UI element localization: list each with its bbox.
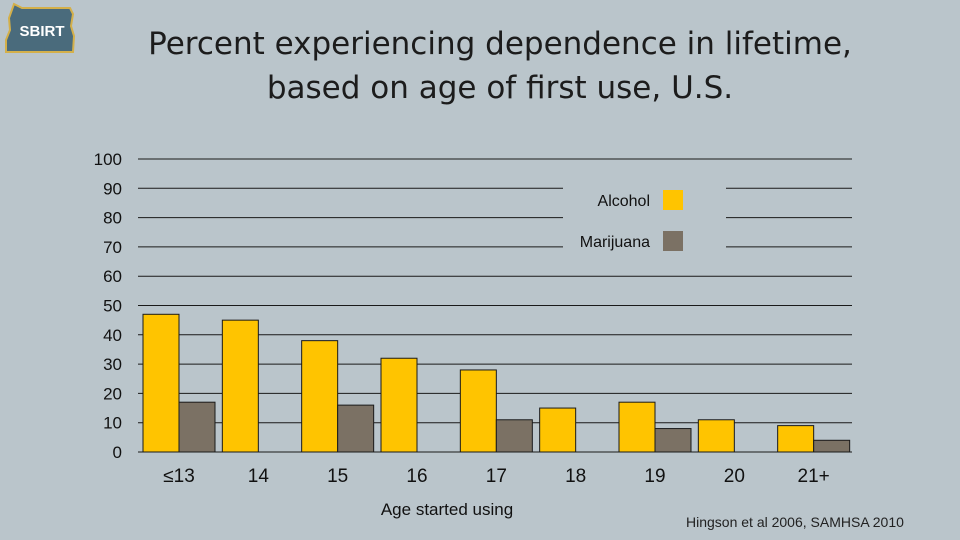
y-tick-label: 50 xyxy=(103,297,122,316)
alcohol-bar xyxy=(221,319,259,453)
alcohol-bar xyxy=(539,407,577,453)
alcohol-bar xyxy=(301,340,339,453)
legend-label: Alcohol xyxy=(598,193,650,210)
alcohol-bar xyxy=(459,369,497,453)
y-tick-label: 30 xyxy=(103,355,122,374)
y-tick-label: 90 xyxy=(103,179,122,198)
page-title: Percent experiencing dependence in lifet… xyxy=(100,22,900,110)
marijuana-bar xyxy=(337,404,375,453)
x-tick-label: 20 xyxy=(724,466,745,487)
y-tick-label: 80 xyxy=(103,209,122,228)
sbirt-logo: SBIRT xyxy=(5,2,76,53)
legend-swatch xyxy=(663,190,683,210)
y-tick-label: 60 xyxy=(103,267,122,286)
alcohol-bar xyxy=(697,419,735,453)
y-tick-label: 20 xyxy=(103,384,122,403)
y-tick-label: 100 xyxy=(94,150,122,169)
x-tick-label: 15 xyxy=(327,466,348,487)
alcohol-bar xyxy=(380,357,418,453)
x-tick-label: 16 xyxy=(406,466,427,487)
x-tick-label: 17 xyxy=(486,466,507,487)
legend-label: Marijuana xyxy=(580,234,650,251)
x-tick-label: 19 xyxy=(644,466,665,487)
title-line-2: based on age of first use, U.S. xyxy=(266,70,734,106)
alcohol-bar xyxy=(777,425,815,453)
marijuana-bar xyxy=(654,428,692,453)
source-credit: Hingson et al 2006, SAMHSA 2010 xyxy=(686,514,904,530)
alcohol-bar xyxy=(142,313,180,453)
legend-box xyxy=(563,180,726,258)
x-axis-label: Age started using xyxy=(381,500,513,519)
y-tick-label: 40 xyxy=(103,326,122,345)
marijuana-bar xyxy=(178,401,216,453)
y-tick-label: 0 xyxy=(113,443,122,462)
legend-swatch xyxy=(663,231,683,251)
y-tick-label: 10 xyxy=(103,414,122,433)
x-tick-label: ≤13 xyxy=(163,466,195,487)
alcohol-bar xyxy=(618,401,656,453)
logo-text: SBIRT xyxy=(20,23,65,40)
marijuana-bar xyxy=(495,419,533,453)
title-line-1: Percent experiencing dependence in lifet… xyxy=(148,26,852,62)
y-tick-label: 70 xyxy=(103,238,122,257)
x-tick-label: 21+ xyxy=(798,466,830,487)
marijuana-bar xyxy=(813,439,851,453)
x-tick-label: 18 xyxy=(565,466,586,487)
x-tick-label: 14 xyxy=(248,466,270,487)
